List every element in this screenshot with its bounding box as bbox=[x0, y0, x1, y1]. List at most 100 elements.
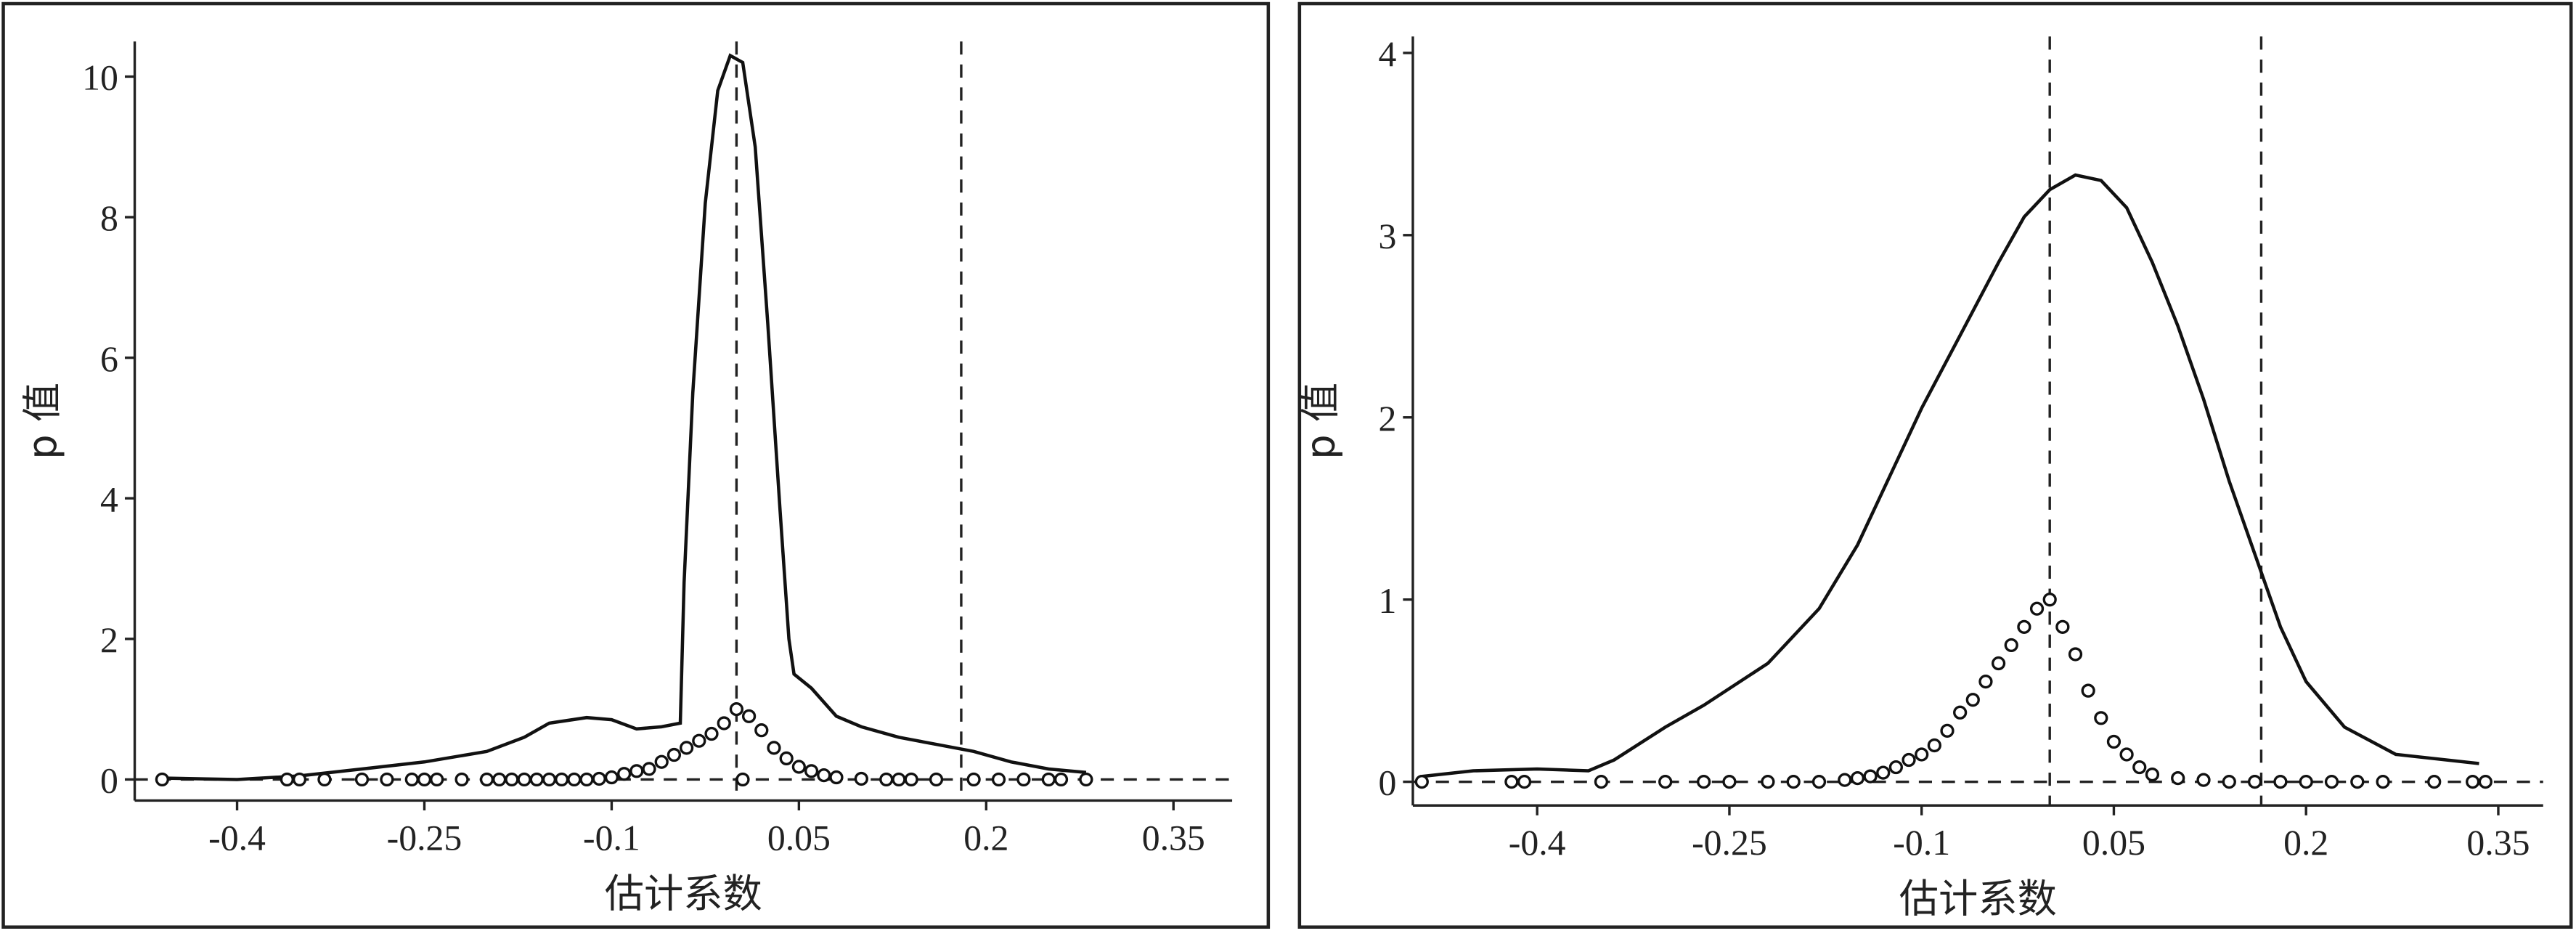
scatter-point bbox=[592, 771, 606, 786]
x-axis-label: 估计系数 bbox=[605, 871, 762, 917]
x-tick-label: -0.4 bbox=[208, 818, 266, 858]
scatter-point bbox=[904, 772, 918, 787]
scatter-point bbox=[991, 772, 1006, 787]
scatter-point bbox=[1697, 775, 1711, 789]
scatter-point bbox=[1053, 772, 1069, 787]
scatter-point bbox=[779, 751, 794, 766]
scatter-point bbox=[1888, 760, 1904, 775]
x-tick-label: -0.1 bbox=[1893, 823, 1950, 863]
scatter-point bbox=[1504, 775, 1519, 789]
scatter-point bbox=[929, 772, 944, 787]
scatter-point bbox=[2273, 775, 2288, 789]
scatter-point bbox=[1016, 772, 1031, 787]
scatter-point bbox=[2094, 711, 2108, 725]
scatter-point bbox=[804, 764, 819, 778]
scatter-point bbox=[1811, 775, 1827, 789]
scatter-point bbox=[654, 754, 669, 769]
scatter-point bbox=[1991, 656, 2006, 671]
x-tick-label: 0.2 bbox=[963, 818, 1008, 858]
x-tick-label: -0.25 bbox=[387, 818, 462, 858]
x-tick-label: 0.35 bbox=[2466, 823, 2530, 863]
panel-frame bbox=[1, 1, 1271, 929]
scatter-point bbox=[2029, 601, 2045, 616]
scatter-point bbox=[2247, 775, 2262, 789]
scatter-point bbox=[2324, 775, 2339, 789]
y-tick-label: 0 bbox=[100, 761, 118, 801]
x-axis-label: 估计系数 bbox=[1899, 876, 2057, 921]
scatter-point bbox=[2427, 775, 2442, 789]
scatter-point bbox=[430, 772, 444, 787]
scatter-point bbox=[1863, 769, 1878, 784]
scatter-point bbox=[280, 772, 294, 787]
scatter-point bbox=[1786, 775, 1801, 789]
scatter-point bbox=[2017, 619, 2031, 634]
scatter-point bbox=[1965, 693, 1980, 707]
scatter-point bbox=[1041, 772, 1056, 787]
scatter-point bbox=[155, 772, 169, 787]
scatter-point bbox=[529, 772, 544, 787]
scatter-point bbox=[1953, 705, 1968, 720]
scatter-point bbox=[717, 716, 731, 731]
scatter-point bbox=[704, 726, 719, 741]
scatter-point bbox=[1517, 775, 1532, 789]
scatter-point bbox=[292, 772, 307, 787]
y-tick-label: 4 bbox=[100, 479, 118, 519]
scatter-point bbox=[579, 772, 594, 787]
scatter-point bbox=[642, 762, 656, 776]
scatter-point bbox=[2055, 619, 2070, 634]
scatter-point bbox=[2106, 734, 2121, 749]
scatter-point bbox=[2132, 760, 2147, 775]
scatter-point bbox=[754, 723, 769, 738]
density-line bbox=[162, 53, 1087, 781]
scatter-point bbox=[2042, 593, 2057, 607]
scatter-point bbox=[2145, 767, 2160, 782]
scatter-point bbox=[380, 772, 394, 787]
scatter-point bbox=[879, 772, 894, 787]
scatter-point bbox=[1927, 738, 1941, 753]
scatter-point bbox=[735, 772, 750, 787]
scatter-point bbox=[604, 770, 619, 785]
x-tick-label: 0.05 bbox=[2082, 823, 2145, 863]
scatter-point bbox=[492, 772, 507, 787]
x-tick-label: 0.35 bbox=[1142, 818, 1205, 858]
scatter-point bbox=[1876, 765, 1891, 780]
scatter-point bbox=[1915, 747, 1929, 762]
scatter-point bbox=[1761, 775, 1775, 789]
scatter-point bbox=[854, 771, 868, 786]
scatter-point bbox=[617, 767, 632, 781]
scatter-point bbox=[404, 772, 419, 787]
scatter-point bbox=[667, 747, 682, 762]
x-tick-label: -0.4 bbox=[1509, 823, 1566, 863]
scatter-point bbox=[2171, 771, 2185, 786]
scatter-point bbox=[1940, 723, 1955, 738]
scatter-point bbox=[767, 741, 781, 755]
y-tick-label: 6 bbox=[100, 339, 118, 379]
y-tick-label: 3 bbox=[1378, 216, 1396, 256]
y-axis-label: p 值 bbox=[20, 383, 65, 460]
scatter-point bbox=[455, 772, 469, 787]
scatter-point bbox=[555, 772, 569, 787]
scatter-point bbox=[2196, 773, 2211, 787]
y-axis-label: p 值 bbox=[1297, 383, 1343, 460]
scatter-point bbox=[1722, 775, 1737, 789]
scatter-point bbox=[629, 764, 644, 778]
scatter-point bbox=[817, 768, 831, 783]
x-tick-label: 0.05 bbox=[767, 818, 831, 858]
scatter-point bbox=[479, 772, 494, 787]
y-tick-label: 10 bbox=[82, 58, 118, 98]
scatter-point bbox=[1850, 771, 1865, 786]
scatter-point bbox=[2466, 775, 2480, 789]
scatter-point bbox=[417, 772, 432, 787]
panel-frame bbox=[1297, 1, 2573, 929]
scatter-point bbox=[2068, 647, 2083, 662]
scatter-point bbox=[317, 772, 332, 787]
x-tick-label: 0.2 bbox=[2283, 823, 2328, 863]
scatter-point bbox=[829, 770, 844, 785]
scatter-point bbox=[2299, 775, 2313, 789]
scatter-point bbox=[966, 772, 981, 787]
scatter-point bbox=[354, 772, 370, 787]
scatter-point bbox=[1902, 752, 1916, 768]
scatter-point bbox=[2350, 775, 2365, 789]
scatter-point bbox=[2376, 775, 2390, 789]
